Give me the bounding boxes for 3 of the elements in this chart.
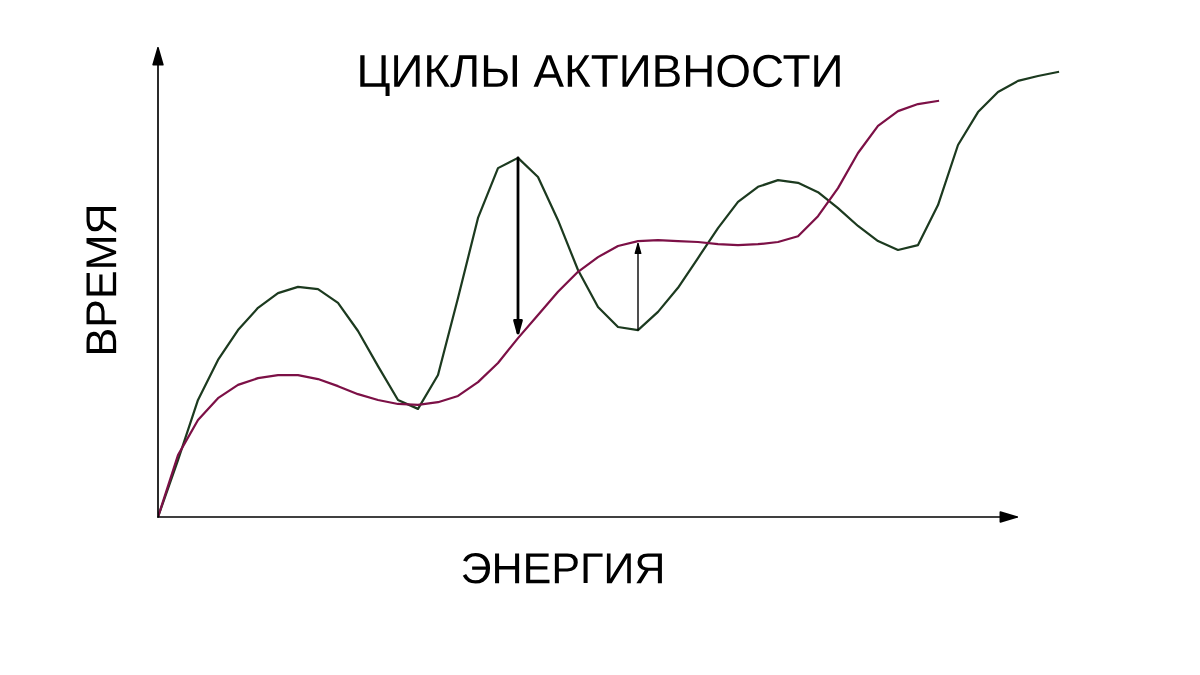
x-axis-title: ЭНЕРГИЯ xyxy=(462,553,662,584)
chart-title: ЦИКЛЫ АКТИВНОСТИ xyxy=(360,54,840,96)
y-axis-title: ВРЕМЯ xyxy=(86,206,117,354)
